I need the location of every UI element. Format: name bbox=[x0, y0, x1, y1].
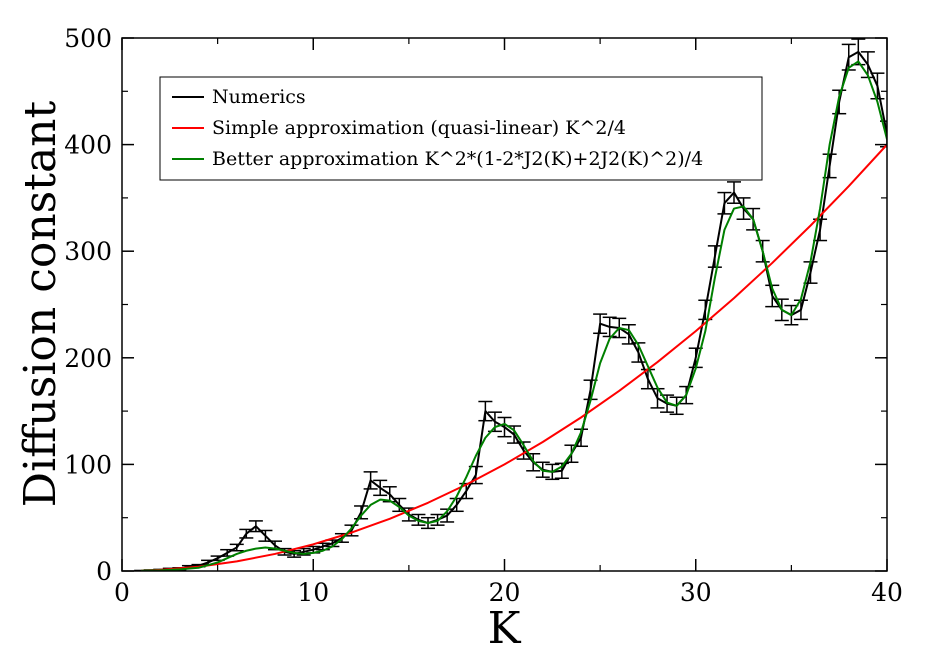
y-tick-label: 100 bbox=[64, 450, 112, 479]
x-tick-label: 20 bbox=[489, 578, 521, 607]
series-2 bbox=[141, 60, 887, 571]
legend: Numerics Simple approximation (quasi-lin… bbox=[159, 76, 763, 181]
y-tick-label: 400 bbox=[64, 131, 112, 160]
legend-label-simple: Simple approximation (quasi-linear) K^2/… bbox=[212, 117, 626, 139]
x-tick-label: 0 bbox=[114, 578, 130, 607]
x-tick-label: 40 bbox=[871, 578, 903, 607]
series-line bbox=[141, 60, 887, 571]
x-tick-label: 30 bbox=[680, 578, 712, 607]
y-tick-label: 200 bbox=[64, 344, 112, 373]
y-tick-label: 0 bbox=[96, 557, 112, 586]
x-tick-label: 10 bbox=[297, 578, 329, 607]
series-layer bbox=[134, 38, 887, 571]
legend-label-numerics: Numerics bbox=[212, 86, 306, 108]
legend-box bbox=[159, 76, 763, 181]
x-axis-title: K bbox=[488, 603, 522, 654]
series-1 bbox=[141, 143, 887, 571]
y-axis-title: Diffusion constant bbox=[15, 100, 66, 507]
y-tick-label: 300 bbox=[64, 237, 112, 266]
legend-label-better: Better approximation K^2*(1-2*J2(K)+2J2(… bbox=[212, 148, 703, 170]
series-line bbox=[141, 143, 887, 571]
y-tick-label: 500 bbox=[64, 24, 112, 53]
